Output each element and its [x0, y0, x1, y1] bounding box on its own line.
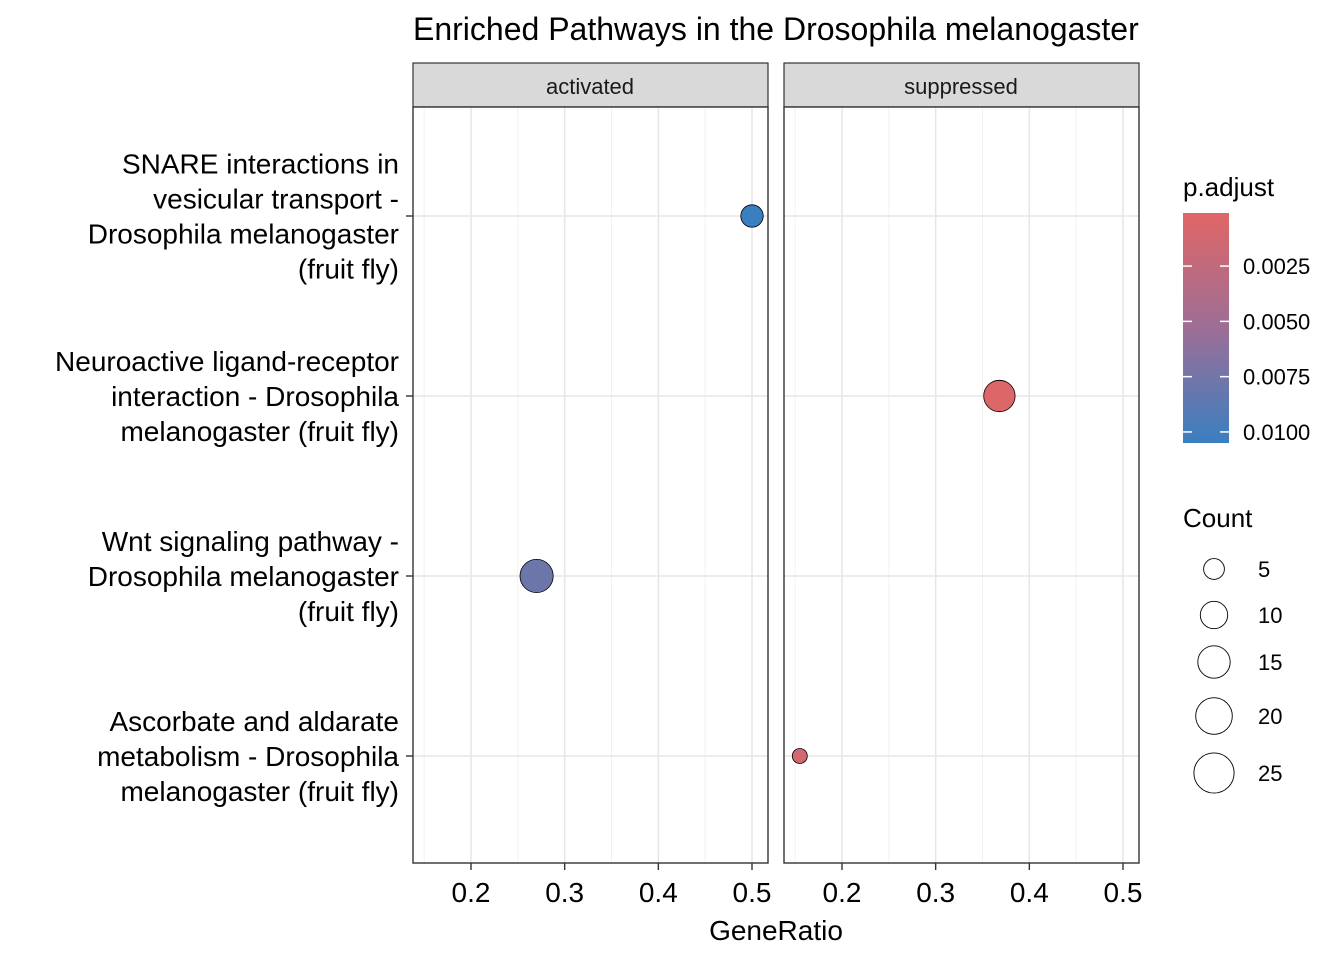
x-tick-label: 0.2: [452, 877, 491, 908]
color-legend-label: 0.0100: [1243, 420, 1310, 445]
color-legend-label: 0.0025: [1243, 254, 1310, 279]
size-legend-key: [1197, 645, 1231, 679]
x-axis: 0.2 0.3 0.4 0.5 0.2 0.3 0.4 0.5: [452, 863, 1143, 908]
data-point-suppressed-3: [791, 748, 808, 764]
color-legend-ticks: 0.0025 0.0050 0.0075 0.0100: [1183, 254, 1310, 445]
y-tick-label-3: Ascorbate and aldarate metabolism - Droso…: [97, 706, 399, 807]
color-legend-title: p.adjust: [1183, 172, 1275, 202]
data-point-activated-2: [519, 559, 554, 594]
x-tick-label: 0.3: [916, 877, 955, 908]
y-tick-label-0: SNARE interactions in vesicular transport…: [88, 149, 399, 285]
x-tick-label: 0.4: [1010, 877, 1049, 908]
y-tick-label-line: Drosophila melanogaster: [88, 219, 399, 250]
data-point-suppressed-1: [983, 379, 1016, 413]
panel-suppressed: [784, 107, 1139, 863]
panel-border-suppressed: [783, 106, 1140, 864]
data-point-activated-0: [740, 204, 764, 228]
y-tick-label-line: Drosophila melanogaster: [88, 561, 399, 592]
y-tick-label-2: Wnt signaling pathway - Drosophila melano…: [88, 526, 399, 627]
size-legend-label: 5: [1258, 557, 1270, 582]
y-tick-label-line: (fruit fly): [298, 254, 399, 285]
y-tick-label-line: Ascorbate and aldarate: [109, 706, 399, 737]
y-tick-label-line: Neuroactive ligand-receptor: [55, 346, 399, 377]
grid-lines: [413, 107, 1139, 863]
size-legend-label: 25: [1258, 761, 1282, 786]
panel-activated: [413, 107, 768, 863]
x-tick-label: 0.3: [545, 877, 584, 908]
size-legend: 5 10 15 20 25: [1193, 557, 1282, 794]
y-tick-label-line: SNARE interactions in: [122, 149, 399, 180]
color-legend-bar: [1183, 213, 1229, 443]
x-tick-label: 0.5: [733, 877, 772, 908]
size-legend-key: [1195, 697, 1233, 735]
size-legend-label: 20: [1258, 704, 1282, 729]
strip-activated: [412, 62, 769, 108]
strip-suppressed: [783, 62, 1140, 108]
x-tick-label: 0.4: [639, 877, 678, 908]
y-tick-label-line: interaction - Drosophila: [111, 381, 399, 412]
color-legend-label: 0.0075: [1243, 365, 1310, 390]
chart-title: Enriched Pathways in the Drosophila mela…: [413, 11, 1139, 47]
strip-label-activated: activated: [546, 74, 634, 99]
y-tick-label-line: melanogaster (fruit fly): [120, 776, 399, 807]
size-legend-key: [1199, 600, 1229, 630]
size-legend-key: [1203, 558, 1225, 580]
size-legend-title: Count: [1183, 503, 1253, 533]
x-tick-label: 0.2: [823, 877, 862, 908]
y-tick-label-line: Wnt signaling pathway -: [102, 526, 399, 557]
y-tick-label-line: metabolism - Drosophila: [97, 741, 399, 772]
y-tick-label-line: (fruit fly): [298, 596, 399, 627]
color-legend-label: 0.0050: [1243, 309, 1310, 334]
y-tick-label-line: melanogaster (fruit fly): [120, 416, 399, 447]
y-tick-label-line: vesicular transport -: [153, 184, 399, 215]
panel-border-activated: [412, 106, 769, 864]
x-tick-label: 0.5: [1104, 877, 1143, 908]
size-legend-label: 10: [1258, 603, 1282, 628]
size-legend-label: 15: [1258, 650, 1282, 675]
strip-label-suppressed: suppressed: [904, 74, 1018, 99]
size-legend-key: [1193, 752, 1235, 794]
y-axis: SNARE interactions in vesicular transport…: [55, 149, 413, 807]
data-points: [519, 204, 1016, 764]
x-axis-title: GeneRatio: [709, 915, 843, 946]
y-tick-label-1: Neuroactive ligand-receptor interaction -…: [55, 346, 399, 447]
